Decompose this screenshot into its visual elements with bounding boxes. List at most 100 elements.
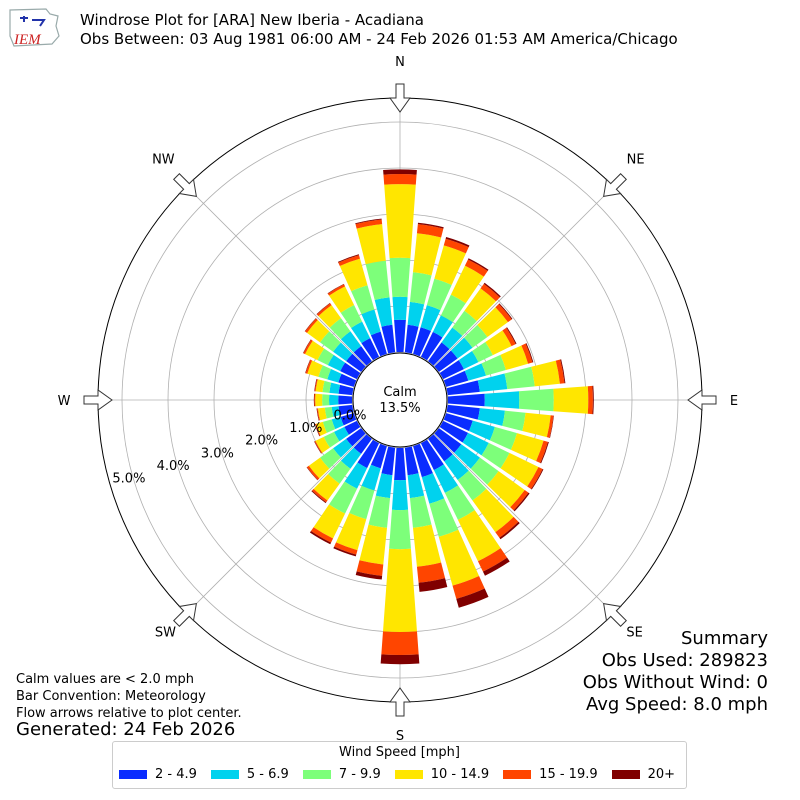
legend-label: 5 - 6.9 xyxy=(246,767,289,782)
wind-bar-segment xyxy=(355,571,383,580)
wind-bar-segment xyxy=(338,373,357,387)
wind-bar-segment xyxy=(384,184,416,259)
radial-tick-label: 2.0% xyxy=(245,434,278,449)
wind-bar-segment xyxy=(404,324,419,354)
legend-label: 10 - 14.9 xyxy=(430,767,490,782)
wind-bar-segment xyxy=(305,359,313,374)
wind-bar-segment xyxy=(450,337,473,359)
wind-bar-segment xyxy=(316,408,320,421)
flow-arrow-shape xyxy=(173,173,197,197)
wind-bar-segment xyxy=(444,485,475,520)
legend-items: 2 - 4.9 5 - 6.9 7 - 9.9 10 - 14.9 15 - 1… xyxy=(119,767,675,782)
wind-bar-segment xyxy=(383,548,417,632)
wind-bar-segment xyxy=(445,236,470,248)
direction-label: SE xyxy=(626,626,642,641)
wind-bar-segment xyxy=(316,303,332,317)
wind-bar-segment xyxy=(457,510,501,562)
wind-bar-segment xyxy=(322,394,330,406)
wind-bar-segment xyxy=(336,513,367,551)
radial-tick-label: 1.0% xyxy=(289,421,322,436)
wind-bar-segment xyxy=(324,406,334,419)
note-bar-convention: Bar Convention: Meteorology xyxy=(16,689,206,704)
wind-bar-segment xyxy=(500,345,529,371)
wind-bar-segment xyxy=(356,224,386,265)
chart-subtitle: Obs Between: 03 Aug 1981 06:00 AM - 24 F… xyxy=(80,30,678,48)
wind-bar-segment xyxy=(337,254,360,263)
wind-bar-segment xyxy=(365,260,390,300)
wind-bar-segment xyxy=(391,479,409,511)
wind-bar-segment xyxy=(375,473,393,499)
radial-tick-label: 5.0% xyxy=(112,472,145,487)
wind-bar-segment xyxy=(457,470,487,501)
flow-arrows xyxy=(83,83,717,717)
wind-bar-segment xyxy=(351,321,371,344)
wind-bar-segment xyxy=(443,238,469,254)
flow-arrow-shape xyxy=(687,389,717,411)
wind-bar-segment xyxy=(313,393,315,407)
wind-bar-segment xyxy=(440,294,466,323)
wind-bar-segment xyxy=(549,415,554,438)
wind-bar-segment xyxy=(380,654,420,665)
wind-bar-segment xyxy=(412,524,442,567)
wind-bar-segment xyxy=(314,378,318,392)
wind-bar-segment xyxy=(468,420,495,441)
wind-bar-segment xyxy=(313,473,340,501)
wind-bar-segment xyxy=(477,373,508,392)
flow-arrow-shape xyxy=(173,603,197,627)
wind-bar-segment xyxy=(310,527,334,543)
radial-tick-label: 4.0% xyxy=(157,459,190,474)
wind-bar-segment xyxy=(426,278,452,311)
wind-bar-segment xyxy=(351,285,375,315)
direction-label: NW xyxy=(152,152,175,167)
wind-bar-segment xyxy=(389,509,411,550)
wind-bar-segment xyxy=(314,378,317,392)
legend-swatch xyxy=(394,770,423,779)
flow-arrow-icon xyxy=(389,83,411,113)
flow-arrow-shape xyxy=(603,173,627,197)
wind-bar-segment xyxy=(307,360,323,377)
wind-bar-segment xyxy=(485,330,512,356)
direction-label: E xyxy=(730,394,738,409)
wind-bar-segment xyxy=(592,385,594,415)
flow-arrow-shape xyxy=(389,83,411,113)
wind-bar-segment xyxy=(370,331,387,357)
legend-item: 5 - 6.9 xyxy=(210,767,289,782)
wind-bar-segment xyxy=(462,432,489,456)
legend-item: 7 - 9.9 xyxy=(302,767,381,782)
calm-value: 13.5% xyxy=(379,401,420,416)
grid-spoke xyxy=(433,186,614,367)
wind-bar-segment xyxy=(472,341,493,363)
direction-label: W xyxy=(58,394,71,409)
legend-label: 20+ xyxy=(647,767,676,782)
wind-bar-segment xyxy=(312,488,328,503)
wind-bar-segment xyxy=(484,391,520,409)
wind-bar-segment xyxy=(394,319,406,353)
wind-bar-segment xyxy=(464,363,487,381)
wind-bar-segment xyxy=(428,434,453,462)
grid-spoke xyxy=(186,186,367,367)
wind-bar-segment xyxy=(407,473,425,499)
wind-bar-segment xyxy=(339,258,368,292)
wind-bar-segment xyxy=(322,419,336,433)
wind-bar-segment xyxy=(333,342,353,362)
wind-bar-segment xyxy=(418,578,448,592)
wind-bar-segment xyxy=(500,452,539,487)
wind-bar-segment xyxy=(454,444,480,469)
wind-bar-segment xyxy=(340,413,357,426)
wind-bar-segment xyxy=(446,404,480,420)
wind-bar-segment xyxy=(434,350,458,372)
wind-bar-segment xyxy=(531,360,560,387)
wind-bar-segment xyxy=(327,354,346,372)
wind-bar-segment xyxy=(482,557,510,576)
wind-bar-segment xyxy=(439,360,464,380)
wind-bar-segment xyxy=(450,265,484,304)
legend-swatch xyxy=(503,770,532,779)
wind-bar-segment xyxy=(355,219,383,229)
flow-arrow-shape xyxy=(603,603,627,627)
wind-bar-segment xyxy=(383,173,417,185)
wind-bar-segment xyxy=(498,303,513,320)
wind-bar-segment xyxy=(420,331,443,361)
wind-bar-segment xyxy=(370,443,387,469)
wind-bar-segment xyxy=(443,413,473,431)
chart-title: Windrose Plot for [ARA] New Iberia - Aca… xyxy=(80,11,424,29)
